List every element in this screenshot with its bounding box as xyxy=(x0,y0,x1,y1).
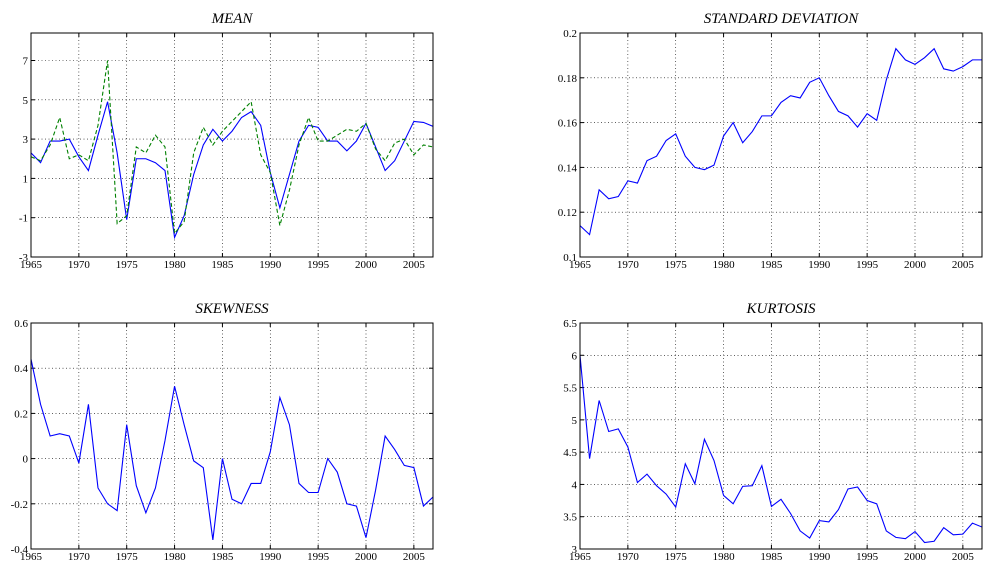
x-tick-label: 2005 xyxy=(403,259,426,271)
skewness-plot-frame xyxy=(30,322,434,550)
x-tick-label: 1985 xyxy=(760,259,783,271)
y-tick-label: -0.4 xyxy=(11,544,29,556)
y-tick-label: 6.5 xyxy=(563,318,577,330)
x-tick-label: 1980 xyxy=(164,551,187,563)
standard-deviation-series-line-0 xyxy=(580,47,982,236)
y-tick-label: 0.2 xyxy=(563,28,577,40)
y-tick-label: -1 xyxy=(19,213,28,225)
x-tick-label: 1985 xyxy=(211,551,234,563)
x-tick-label: 1995 xyxy=(307,551,330,563)
mean-series-line-0 xyxy=(31,101,433,240)
standard-deviation-title: STANDARD DEVIATION xyxy=(704,11,860,27)
x-tick-label: 1990 xyxy=(259,551,282,563)
x-tick-label: 1970 xyxy=(68,259,91,271)
x-tick-label: 1980 xyxy=(713,259,736,271)
kurtosis-title: KURTOSIS xyxy=(746,301,816,317)
mean-panel: MEAN 1965 1970 1975 1980 1985 1990 1995 2000 2005… xyxy=(19,11,434,271)
y-tick-label: 5 xyxy=(23,95,29,107)
x-tick-label: 1990 xyxy=(808,551,831,563)
x-tick-label: 2000 xyxy=(904,551,927,563)
y-tick-label: 0.12 xyxy=(558,207,577,219)
x-tick-label: 2000 xyxy=(355,259,378,271)
y-tick-label: 0.6 xyxy=(14,318,28,330)
y-tick-label: 0.16 xyxy=(558,118,578,130)
x-tick-label: 1995 xyxy=(307,259,330,271)
x-tick-label: 1995 xyxy=(856,551,879,563)
x-tick-label: 2005 xyxy=(952,259,975,271)
y-tick-label: 3 xyxy=(572,544,578,556)
y-tick-label: 0 xyxy=(23,454,29,466)
x-tick-label: 1975 xyxy=(116,259,139,271)
y-tick-label: 3.5 xyxy=(563,512,577,524)
x-tick-label: 1965 xyxy=(20,259,43,271)
kurtosis-plot-frame xyxy=(579,322,983,550)
x-tick-label: 1990 xyxy=(808,259,831,271)
x-tick-label: 1970 xyxy=(617,551,640,563)
y-tick-label: 0.14 xyxy=(558,162,578,174)
x-tick-label: 1975 xyxy=(665,551,688,563)
mean-plot-frame xyxy=(30,32,434,258)
x-tick-label: 1970 xyxy=(617,259,640,271)
x-tick-label: 2005 xyxy=(403,551,426,563)
skewness-series-line-0 xyxy=(31,359,433,541)
y-tick-label: 4.5 xyxy=(563,447,577,459)
x-tick-label: 2000 xyxy=(904,259,927,271)
y-tick-label: 0.1 xyxy=(563,252,577,264)
y-tick-label: 0.4 xyxy=(14,363,28,375)
y-tick-label: 5 xyxy=(572,415,578,427)
x-tick-label: 2000 xyxy=(355,551,378,563)
x-tick-label: 1965 xyxy=(20,551,43,563)
x-tick-label: 2005 xyxy=(952,551,975,563)
x-tick-label: 1970 xyxy=(68,551,91,563)
x-tick-label: 1965 xyxy=(569,259,592,271)
x-tick-label: 1990 xyxy=(259,259,282,271)
y-tick-label: 4 xyxy=(572,479,578,491)
y-tick-label: -3 xyxy=(19,252,29,264)
y-tick-label: 1 xyxy=(23,173,29,185)
mean-title: MEAN xyxy=(211,11,254,27)
y-tick-label: -0.2 xyxy=(11,499,28,511)
y-tick-label: 0.2 xyxy=(14,408,28,420)
x-tick-label: 1975 xyxy=(116,551,139,563)
skewness-title: SKEWNESS xyxy=(195,301,269,317)
skewness-panel: SKEWNESS 1965 1970 1975 1980 1985 1990 1995 2000… xyxy=(11,301,434,563)
standard-deviation-panel: STANDARD DEVIATION 1965 1970 1975 1980 1985 19… xyxy=(558,11,983,271)
y-tick-label: 7 xyxy=(23,56,29,68)
x-tick-label: 1995 xyxy=(856,259,879,271)
y-tick-label: 0.18 xyxy=(558,73,578,85)
y-tick-label: 6 xyxy=(572,350,578,362)
mean-series-line-1 xyxy=(31,60,433,235)
x-tick-label: 1965 xyxy=(569,551,592,563)
x-tick-label: 1975 xyxy=(665,259,688,271)
x-tick-label: 1985 xyxy=(211,259,234,271)
y-tick-label: 5.5 xyxy=(563,383,577,395)
kurtosis-series-line-0 xyxy=(580,355,982,544)
x-tick-label: 1980 xyxy=(164,259,187,271)
x-tick-label: 1985 xyxy=(760,551,783,563)
standard-deviation-plot-frame xyxy=(579,32,983,258)
kurtosis-panel: KURTOSIS 1965 1970 1975 1980 1985 1990 1995 2000… xyxy=(563,301,983,563)
y-tick-label: 3 xyxy=(23,134,29,146)
x-tick-label: 1980 xyxy=(713,551,736,563)
